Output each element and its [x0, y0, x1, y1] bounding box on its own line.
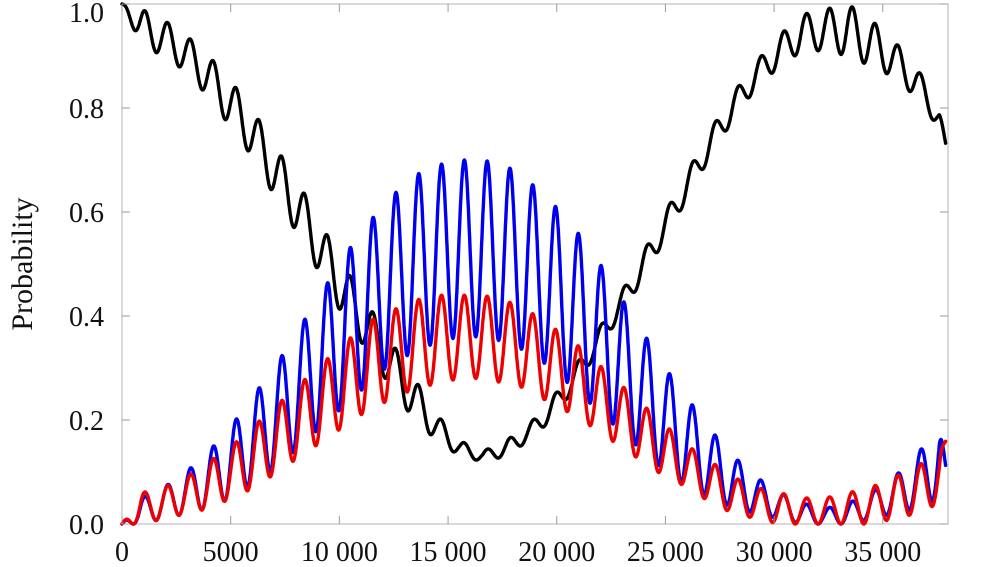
y-axis-title: Probability	[6, 197, 39, 330]
y-tick-label: 0.8	[69, 94, 104, 125]
series-line-1	[120, 2, 948, 462]
y-tick-label: 0.2	[69, 406, 104, 437]
plot-border	[121, 3, 949, 525]
y-tick-label: 0.0	[69, 510, 104, 541]
x-tick-label: 5000	[203, 537, 259, 567]
x-tick-label: 35 000	[844, 537, 921, 567]
series-line-3	[120, 293, 948, 526]
y-tick-label: 0.4	[69, 302, 104, 333]
x-tick-label: 20 000	[518, 537, 595, 567]
x-tick-label: 15 000	[410, 537, 487, 567]
y-tick-label: 0.6	[69, 198, 104, 229]
series-layer	[120, 2, 948, 526]
series-line-2	[120, 158, 948, 526]
tick-layer: 0 5000 10 000 15 000 20 000 25 000 30 000 35 00…	[69, 0, 948, 567]
x-tick-label: 0	[115, 537, 129, 567]
y-tick-label: 1.0	[69, 0, 104, 29]
x-tick-label: 25 000	[627, 537, 704, 567]
x-tick-label: 10 000	[301, 537, 378, 567]
plot-frame	[121, 3, 949, 525]
x-tick-label: 30 000	[736, 537, 813, 567]
